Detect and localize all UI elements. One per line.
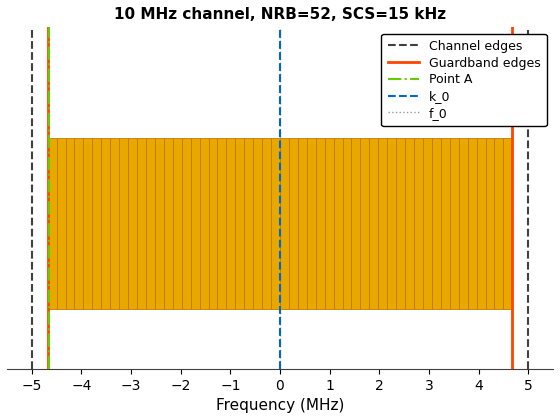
Bar <box>379 138 387 309</box>
Bar <box>468 138 477 309</box>
Bar <box>361 138 370 309</box>
k_0 <box>277 136 283 141</box>
Point A <box>45 307 52 312</box>
f_0 <box>277 136 283 141</box>
Bar <box>459 138 468 309</box>
Point A <box>45 136 52 141</box>
Bar <box>101 138 110 309</box>
Bar <box>352 138 361 309</box>
Bar <box>235 138 244 309</box>
Bar <box>83 138 92 309</box>
Bar <box>477 138 486 309</box>
Guardband edges <box>44 307 51 312</box>
Bar <box>289 138 298 309</box>
Bar <box>190 138 199 309</box>
Legend: Channel edges, Guardband edges, Point A, k_0, f_0: Channel edges, Guardband edges, Point A,… <box>381 34 547 126</box>
Bar <box>307 138 316 309</box>
Bar <box>217 138 226 309</box>
f_0 <box>277 307 283 312</box>
Bar <box>244 138 253 309</box>
Bar <box>128 138 137 309</box>
Bar <box>173 138 181 309</box>
Bar <box>334 138 343 309</box>
Bar <box>343 138 352 309</box>
Guardband edges <box>44 136 51 141</box>
Bar <box>48 138 57 309</box>
Bar <box>503 138 512 309</box>
X-axis label: Frequency (MHz): Frequency (MHz) <box>216 398 344 413</box>
Bar <box>226 138 235 309</box>
Bar <box>387 138 396 309</box>
Title: 10 MHz channel, NRB=52, SCS=15 kHz: 10 MHz channel, NRB=52, SCS=15 kHz <box>114 7 446 22</box>
Bar <box>92 138 101 309</box>
Bar <box>155 138 164 309</box>
Channel edges <box>29 307 35 312</box>
Bar <box>316 138 325 309</box>
Bar <box>494 138 503 309</box>
Bar <box>450 138 459 309</box>
Bar <box>405 138 414 309</box>
Bar <box>414 138 423 309</box>
Bar <box>137 138 146 309</box>
Bar <box>370 138 379 309</box>
Bar <box>110 138 119 309</box>
Bar <box>164 138 173 309</box>
Bar <box>486 138 494 309</box>
Bar <box>66 138 74 309</box>
k_0 <box>277 307 283 312</box>
Channel edges <box>29 136 35 141</box>
Bar <box>199 138 208 309</box>
Bar <box>325 138 334 309</box>
Bar <box>262 138 271 309</box>
Bar <box>253 138 262 309</box>
Bar <box>119 138 128 309</box>
Bar <box>57 138 66 309</box>
Bar <box>423 138 432 309</box>
Bar <box>208 138 217 309</box>
Bar <box>396 138 405 309</box>
Bar <box>298 138 307 309</box>
Bar <box>280 138 289 309</box>
Bar <box>441 138 450 309</box>
Bar <box>74 138 83 309</box>
Bar <box>181 138 190 309</box>
Bar <box>432 138 441 309</box>
Bar <box>146 138 155 309</box>
Bar <box>271 138 280 309</box>
